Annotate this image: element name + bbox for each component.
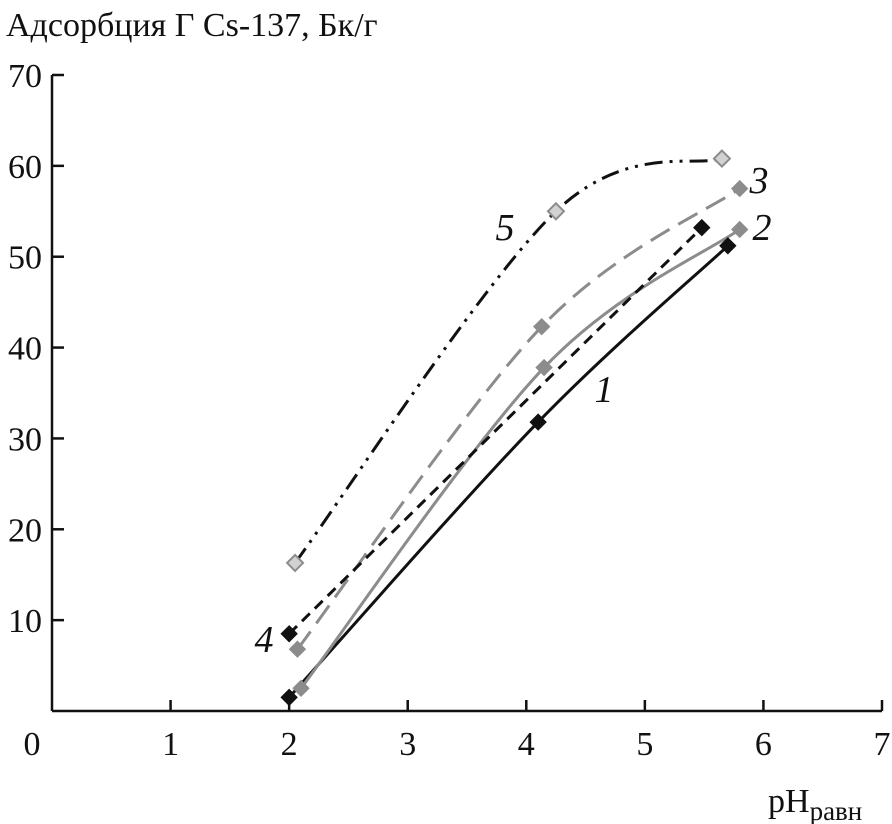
series-1-label: 1	[595, 369, 614, 411]
series-4-point	[280, 625, 298, 643]
series-1-line	[288, 244, 729, 699]
x-tick-label: 4	[518, 726, 535, 763]
y-tick-label: 60	[8, 149, 42, 186]
x-tick-label: 6	[755, 726, 772, 763]
y-tick-label: 70	[8, 58, 42, 95]
series-lines	[288, 157, 741, 699]
axes: 0 1 2 3 4 5 6 7 10 20 30 40 50 60 70	[8, 58, 891, 763]
x-tick-label: 3	[399, 726, 416, 763]
x-axis-label: pHравн	[768, 783, 862, 824]
series-labels: 1 2 3 4 5	[255, 160, 772, 661]
series-3-point	[731, 179, 749, 198]
x-tick-label: 7	[874, 726, 891, 763]
series-3-point	[532, 317, 551, 336]
series-4-label: 4	[255, 619, 274, 661]
chart-title: Адсорбция Г Cs-137, Бк/г	[6, 7, 378, 44]
series-2-point	[292, 679, 310, 697]
y-tick-label: 40	[8, 331, 42, 368]
y-tick-label: 20	[8, 512, 42, 549]
series-5-label: 5	[496, 207, 515, 249]
x-tick-label: 5	[636, 726, 653, 763]
y-tick-label: 30	[8, 421, 42, 458]
series-4-line	[288, 226, 703, 635]
y-tick-label: 50	[8, 240, 42, 277]
series-5-point	[712, 149, 732, 169]
series-2-point	[535, 358, 553, 377]
series-1-point	[280, 688, 298, 707]
series-2-point	[731, 220, 749, 239]
x-tick-label: 2	[281, 726, 298, 763]
series-5-line	[293, 157, 723, 564]
series-1-point	[719, 237, 737, 255]
series-2-label: 2	[753, 207, 772, 249]
series-1-point	[529, 413, 547, 431]
series-5-point	[546, 201, 566, 221]
series-3-label: 3	[749, 160, 769, 202]
x-tick-label: 1	[162, 726, 179, 763]
series-markers	[280, 149, 749, 707]
series-4-point	[693, 218, 711, 237]
series-5-point	[285, 553, 305, 573]
series-3-point	[288, 640, 307, 658]
series-2-line	[299, 228, 741, 690]
y-tick-label: 10	[8, 603, 42, 640]
series-3-line	[296, 187, 741, 651]
x-tick-label: 0	[24, 726, 41, 763]
